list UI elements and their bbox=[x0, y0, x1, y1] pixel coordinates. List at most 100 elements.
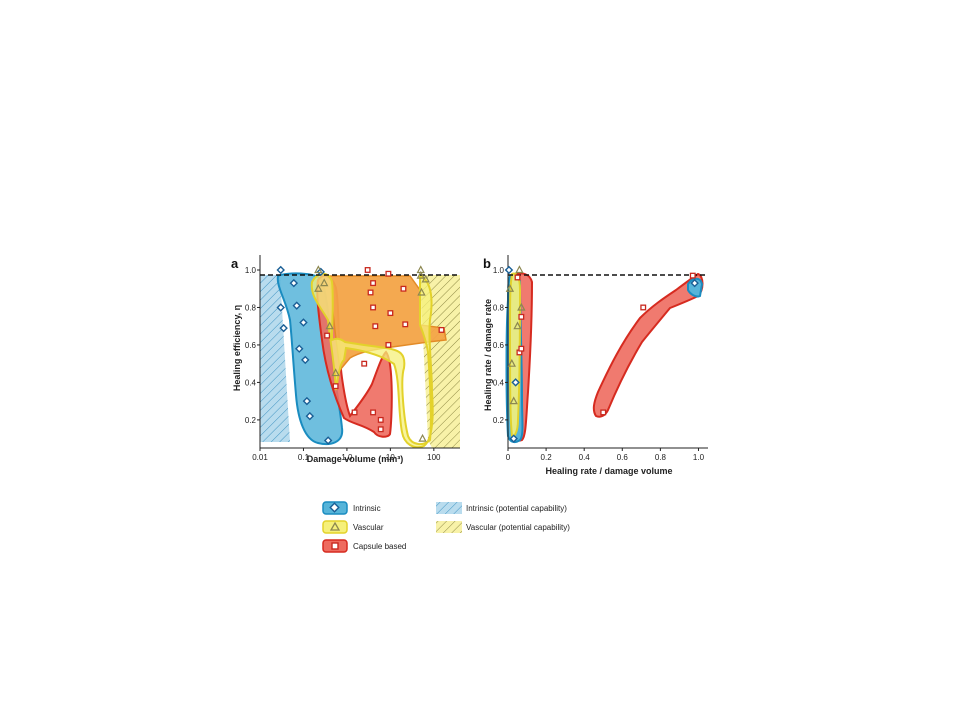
panel-b-xlabel: Healing rate / damage volume bbox=[545, 466, 672, 476]
panel-a-capsule-point bbox=[372, 323, 379, 330]
panel-a-x-tick-label: 10 bbox=[386, 453, 395, 462]
panel-a: a 0.01 0.1 1.0 10 100 0.2 0.4 0.6 0.8 1.0 Damage … bbox=[231, 255, 460, 464]
panel-a-capsule-point bbox=[438, 327, 445, 333]
panel-a-intrinsic-point bbox=[301, 355, 310, 365]
panel-a-y-tick-label: 0.8 bbox=[245, 303, 257, 312]
b-capsule-curve-region bbox=[592, 272, 704, 418]
panel-a-vascular-point bbox=[421, 274, 430, 283]
legend-item-capsule: Capsule based bbox=[322, 539, 406, 553]
panel-b-vascular-point bbox=[505, 283, 515, 292]
panel-b-ylabel: Healing rate / damage rate bbox=[483, 299, 493, 411]
panel-a-y-tick-label: 0.6 bbox=[245, 341, 257, 350]
panel-a-axes: 0.01 0.1 1.0 10 100 0.2 0.4 0.6 0.8 1.0 bbox=[245, 255, 460, 462]
legend-swatch-vascular bbox=[322, 520, 348, 534]
panel-b-y-tick-label: 0.8 bbox=[493, 303, 505, 312]
panel-b-x-tick-label: 0.6 bbox=[617, 453, 629, 462]
panel-b: b 0 0.2 0.4 0.6 0.8 1.0 0.2 0.4 0.6 0.8 1.0 Healin… bbox=[483, 255, 708, 476]
panel-b-capsule-point bbox=[600, 409, 607, 416]
panel-a-capsule-point bbox=[402, 321, 409, 328]
panel-a-capsule-point bbox=[351, 409, 358, 416]
legend-label-vascular-potential: Vascular (potential capability) bbox=[466, 523, 570, 532]
panel-b-intrinsic-point bbox=[504, 265, 514, 275]
panel-a-vascular-point bbox=[325, 321, 334, 330]
panel-a-intrinsic-point bbox=[279, 323, 288, 333]
panel-a-capsule-point bbox=[400, 285, 407, 292]
panel-a-intrinsic-point bbox=[289, 278, 299, 288]
panel-b-capsule-point bbox=[518, 345, 525, 352]
panel-b-x-tick-label: 0.4 bbox=[579, 453, 591, 462]
legend-item-intrinsic: Intrinsic bbox=[322, 501, 381, 515]
panel-a-y-tick-label: 0.2 bbox=[245, 416, 257, 425]
panel-b-regions bbox=[505, 272, 704, 444]
panel-a-vascular-point bbox=[314, 283, 323, 292]
panel-a-capsule-point bbox=[385, 270, 392, 277]
legend-marker-diamond-icon bbox=[329, 502, 340, 513]
panel-a-x-tick-label: 0.1 bbox=[298, 453, 310, 462]
panel-b-y-tick-label: 0.4 bbox=[493, 378, 505, 387]
panel-b-vascular-point bbox=[513, 321, 522, 330]
panel-a-y-tick-label: 0.4 bbox=[245, 378, 257, 387]
panel-b-intrinsic-point bbox=[690, 278, 699, 288]
legend: Intrinsic Vascular Capsule based Intrins… bbox=[322, 501, 570, 553]
panel-a-x-tick-label: 1.0 bbox=[341, 453, 353, 462]
panel-a-intrinsic-point bbox=[302, 396, 312, 406]
panel-a-intrinsic-point bbox=[299, 318, 308, 327]
panel-b-label: b bbox=[483, 256, 491, 271]
panel-a-intrinsic-point bbox=[295, 344, 304, 353]
legend-item-vascular: Vascular bbox=[322, 520, 384, 534]
panel-b-x-tick-label: 0.2 bbox=[541, 453, 553, 462]
panel-b-y-tick-label: 1.0 bbox=[493, 266, 505, 275]
panel-a-points bbox=[276, 265, 445, 445]
panel-b-vascular-point bbox=[507, 358, 517, 367]
panel-a-xlabel: Damage volume (mm³) bbox=[307, 454, 404, 464]
panel-a-regions bbox=[260, 272, 460, 449]
legend-swatch-intrinsic-potential bbox=[436, 502, 462, 514]
panel-a-intrinsic-point bbox=[323, 436, 333, 445]
panel-a-ylabel: Healing efficiency, η bbox=[232, 305, 242, 391]
panel-a-capsule-point bbox=[370, 409, 377, 416]
panel-a-capsule-point bbox=[387, 310, 394, 317]
legend-label-capsule: Capsule based bbox=[353, 542, 406, 551]
panel-a-label: a bbox=[231, 256, 239, 271]
panel-a-capsule-point bbox=[385, 341, 392, 348]
panel-b-capsule-point bbox=[689, 272, 696, 279]
panel-b-axes: 0 0.2 0.4 0.6 0.8 1.0 0.2 0.4 0.6 0.8 1.0 bbox=[493, 255, 708, 462]
panel-a-capsule-point bbox=[361, 360, 368, 367]
panel-a-vascular-point bbox=[417, 287, 426, 296]
panel-a-vascular-point bbox=[319, 278, 329, 287]
panel-b-x-tick-label: 1.0 bbox=[693, 453, 705, 462]
panel-b-capsule-point bbox=[640, 304, 647, 311]
panel-a-y-tick-label: 1.0 bbox=[245, 266, 257, 275]
panel-a-x-tick-label: 100 bbox=[427, 453, 441, 462]
legend-label-intrinsic: Intrinsic bbox=[353, 504, 381, 513]
panel-a-intrinsic-point bbox=[292, 301, 301, 310]
legend-marker-triangle-icon bbox=[329, 521, 341, 531]
panel-b-vascular-point bbox=[515, 265, 524, 274]
panel-a-capsule-point bbox=[324, 332, 331, 339]
panel-b-intrinsic-point bbox=[511, 378, 520, 387]
legend-marker-square-icon bbox=[331, 542, 339, 550]
panel-a-vascular-point bbox=[314, 265, 323, 274]
vascular-region bbox=[310, 272, 434, 449]
panel-a-capsule-point bbox=[377, 416, 384, 423]
panel-b-vascular-point bbox=[517, 302, 526, 311]
panel-b-x-tick-label: 0 bbox=[506, 453, 511, 462]
panel-a-vascular-point bbox=[418, 433, 427, 442]
panel-a-vascular-point bbox=[416, 270, 425, 279]
legend-label-vascular: Vascular bbox=[353, 523, 384, 532]
intrinsic-potential-region bbox=[260, 275, 290, 442]
panel-b-y-tick-label: 0.2 bbox=[493, 416, 505, 425]
panel-b-capsule-point bbox=[518, 313, 525, 320]
panel-a-capsule-point bbox=[367, 289, 374, 296]
panel-a-intrinsic-point bbox=[276, 303, 285, 312]
legend-label-intrinsic-potential: Intrinsic (potential capability) bbox=[466, 504, 567, 513]
panel-b-vascular-point bbox=[509, 396, 518, 405]
panel-a-capsule-point bbox=[377, 426, 384, 433]
b-vascular-column-region bbox=[509, 272, 522, 438]
panel-a-vascular-point bbox=[331, 368, 340, 377]
panel-a-x-tick-label: 0.01 bbox=[252, 453, 268, 462]
panel-a-intrinsic-point bbox=[276, 265, 285, 275]
panel-b-x-tick-label: 0.8 bbox=[655, 453, 667, 462]
panel-a-capsule-point bbox=[370, 280, 377, 287]
